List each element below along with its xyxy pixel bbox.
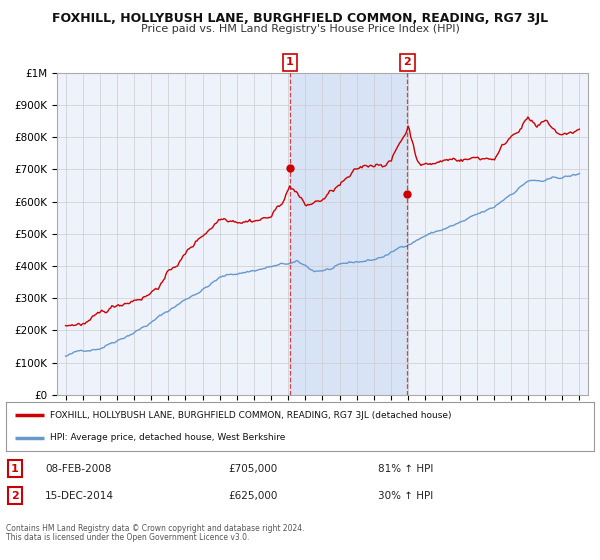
Text: This data is licensed under the Open Government Licence v3.0.: This data is licensed under the Open Gov… (6, 533, 250, 542)
Text: 81% ↑ HPI: 81% ↑ HPI (378, 464, 433, 474)
Text: Price paid vs. HM Land Registry's House Price Index (HPI): Price paid vs. HM Land Registry's House … (140, 24, 460, 34)
Text: £705,000: £705,000 (228, 464, 277, 474)
Text: 15-DEC-2014: 15-DEC-2014 (45, 491, 114, 501)
Text: FOXHILL, HOLLYBUSH LANE, BURGHFIELD COMMON, READING, RG7 3JL (detached house): FOXHILL, HOLLYBUSH LANE, BURGHFIELD COMM… (50, 411, 452, 420)
Text: 2: 2 (11, 491, 19, 501)
Text: 1: 1 (286, 57, 294, 67)
Text: 08-FEB-2008: 08-FEB-2008 (45, 464, 112, 474)
Text: 1: 1 (11, 464, 19, 474)
Bar (290, 73, 407, 395)
Text: FOXHILL, HOLLYBUSH LANE, BURGHFIELD COMMON, READING, RG7 3JL: FOXHILL, HOLLYBUSH LANE, BURGHFIELD COMM… (52, 12, 548, 25)
Text: 2: 2 (404, 57, 412, 67)
Text: £625,000: £625,000 (228, 491, 277, 501)
Text: HPI: Average price, detached house, West Berkshire: HPI: Average price, detached house, West… (50, 433, 286, 442)
Text: Contains HM Land Registry data © Crown copyright and database right 2024.: Contains HM Land Registry data © Crown c… (6, 524, 305, 533)
Text: 30% ↑ HPI: 30% ↑ HPI (378, 491, 433, 501)
